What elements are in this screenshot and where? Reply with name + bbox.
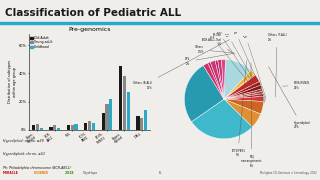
Text: TAL1
1%: TAL1 1% <box>225 34 265 100</box>
Wedge shape <box>224 99 261 127</box>
Bar <box>109 99 112 130</box>
Wedge shape <box>224 70 255 99</box>
Wedge shape <box>218 60 224 99</box>
Bar <box>53 125 57 130</box>
Bar <box>92 123 95 130</box>
Text: TLX3
1.5%: TLX3 1.5% <box>216 32 265 102</box>
Wedge shape <box>224 82 261 99</box>
Bar <box>40 128 43 130</box>
Text: DFS
2%: DFS 2% <box>185 53 233 66</box>
Text: Others (B-ALL)
11%: Others (B-ALL) 11% <box>133 40 229 90</box>
Text: LYL1
1.5%: LYL1 1.5% <box>209 36 265 103</box>
Title: Pre-genomics: Pre-genomics <box>68 27 111 32</box>
Bar <box>144 110 147 130</box>
Text: SCIENCE: SCIENCE <box>34 171 49 175</box>
Text: Ph-like
(BCR-ABL1-like)
3%: Ph-like (BCR-ABL1-like) 3% <box>202 33 235 54</box>
Bar <box>101 113 105 130</box>
Text: Others (T-ALL)
2%: Others (T-ALL) 2% <box>268 33 286 97</box>
Bar <box>57 128 60 130</box>
Text: Hyperdiploid: chr no. ≥51: Hyperdiploid: chr no. ≥51 <box>3 152 45 156</box>
Text: STP
2%: STP 2% <box>234 32 266 99</box>
Y-axis label: Distribution of subtypes
within age group: Distribution of subtypes within age grou… <box>8 60 17 104</box>
Bar <box>105 104 108 130</box>
Wedge shape <box>224 96 264 102</box>
Text: Ph: Philadelphia chromosome (BCR-ABL1): Ph: Philadelphia chromosome (BCR-ABL1) <box>3 166 71 170</box>
Wedge shape <box>215 60 224 99</box>
Wedge shape <box>208 62 224 99</box>
Bar <box>36 124 39 130</box>
Bar <box>140 118 143 130</box>
Wedge shape <box>224 75 260 99</box>
Text: 6: 6 <box>159 171 161 175</box>
Wedge shape <box>191 99 252 139</box>
Text: MIRACLE: MIRACLE <box>3 171 19 175</box>
Text: 2018: 2018 <box>65 171 74 175</box>
Text: Others
0.5%: Others 0.5% <box>195 45 234 54</box>
Wedge shape <box>221 60 225 99</box>
Text: Classification of Pediatric ALL: Classification of Pediatric ALL <box>5 8 181 18</box>
Text: TLX1
1%: TLX1 1% <box>243 36 266 98</box>
Wedge shape <box>224 85 262 99</box>
Text: TCF3/PBX1
5%: TCF3/PBX1 5% <box>231 60 247 157</box>
Bar <box>67 125 70 130</box>
Text: CityoHope: CityoHope <box>83 171 98 175</box>
Text: Mullighan CG, Seminars in hematology, 2012: Mullighan CG, Seminars in hematology, 20… <box>260 171 317 175</box>
Text: Hyperdiploid
27%: Hyperdiploid 27% <box>268 67 310 129</box>
Bar <box>84 123 87 130</box>
Wedge shape <box>224 89 263 99</box>
Wedge shape <box>224 91 263 99</box>
Bar <box>71 125 74 130</box>
Bar <box>123 76 126 130</box>
Bar <box>88 121 91 130</box>
Text: Hypodiploid: chr no. ≤39: Hypodiploid: chr no. ≤39 <box>3 139 44 143</box>
Wedge shape <box>224 74 255 99</box>
Wedge shape <box>224 60 251 99</box>
Wedge shape <box>210 60 224 99</box>
Bar <box>49 127 53 130</box>
Bar <box>136 116 140 130</box>
Bar <box>32 125 35 130</box>
Text: ETV6-RUNX1
25%: ETV6-RUNX1 25% <box>283 81 310 90</box>
Wedge shape <box>203 63 224 99</box>
Wedge shape <box>224 94 263 99</box>
Wedge shape <box>184 65 224 122</box>
Legend: Old Adult, Young adult, Childhood: Old Adult, Young adult, Childhood <box>30 36 52 49</box>
Text: MEJ
rearrangements
6%: MEJ rearrangements 6% <box>241 63 262 168</box>
Bar <box>126 92 130 130</box>
Bar <box>119 66 122 130</box>
Bar <box>75 124 78 130</box>
Wedge shape <box>224 99 264 114</box>
